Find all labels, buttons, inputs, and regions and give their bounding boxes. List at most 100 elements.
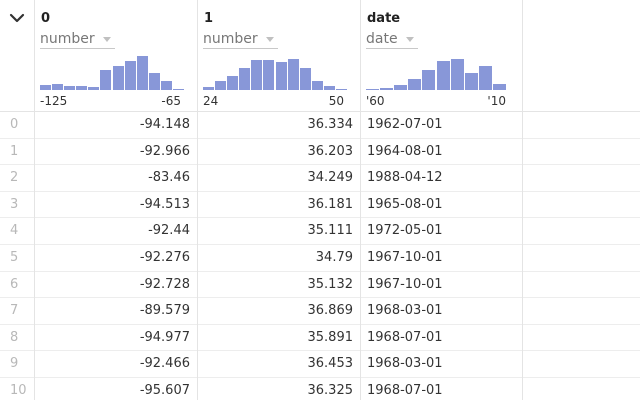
cell-0[interactable]: -94.977 bbox=[139, 329, 190, 345]
histogram-bar bbox=[380, 88, 394, 90]
caret-down-icon bbox=[405, 37, 414, 42]
cell-date[interactable]: 1962-07-01 bbox=[367, 117, 443, 132]
cell-date[interactable]: 1988-04-12 bbox=[367, 170, 443, 186]
cell-1[interactable]: 36.203 bbox=[307, 143, 354, 159]
cell-date[interactable]: 1968-03-01 bbox=[367, 356, 443, 372]
histogram-bar bbox=[366, 89, 380, 90]
histogram-bar bbox=[408, 79, 422, 90]
caret-down-icon bbox=[102, 37, 111, 42]
histogram-bar bbox=[251, 60, 263, 90]
column-type-dropdown[interactable]: number bbox=[203, 31, 278, 49]
histogram-bar bbox=[311, 81, 323, 90]
cell-date[interactable]: 1964-08-01 bbox=[367, 143, 443, 159]
histogram-bar bbox=[227, 76, 239, 90]
row-index: 7 bbox=[10, 303, 19, 319]
histogram-bar bbox=[52, 84, 64, 90]
column-histogram bbox=[203, 54, 347, 90]
cell-0[interactable]: -95.607 bbox=[139, 382, 190, 398]
histogram-bar bbox=[335, 89, 347, 90]
cell-0[interactable]: -92.966 bbox=[139, 143, 190, 159]
cell-1[interactable]: 35.132 bbox=[307, 276, 354, 292]
histogram-bar bbox=[124, 61, 136, 90]
cell-0[interactable]: -83.46 bbox=[148, 170, 190, 186]
table-row[interactable]: 4 -92.44 35.111 1972-05-01 bbox=[0, 218, 640, 245]
column-header-0[interactable]: 0 number -125 -65 bbox=[34, 0, 197, 112]
cell-date[interactable]: 1968-07-01 bbox=[367, 329, 443, 345]
column-type-dropdown[interactable]: number bbox=[40, 31, 115, 49]
cell-0[interactable]: -89.579 bbox=[139, 303, 190, 319]
histogram-range-max: 50 bbox=[328, 94, 344, 108]
table-row[interactable]: 7 -89.579 36.869 1968-03-01 bbox=[0, 298, 640, 325]
row-index: 9 bbox=[10, 356, 19, 372]
table-row[interactable]: 9 -92.466 36.453 1968-03-01 bbox=[0, 351, 640, 378]
row-index: 8 bbox=[10, 329, 19, 345]
table-row[interactable]: 1 -92.966 36.203 1964-08-01 bbox=[0, 139, 640, 166]
table-body: 0 -94.148 36.334 1962-07-01 1 -92.966 36.203 19… bbox=[0, 112, 640, 400]
histogram-bar bbox=[100, 70, 112, 90]
row-index: 2 bbox=[10, 170, 19, 186]
cell-1[interactable]: 36.325 bbox=[307, 382, 354, 398]
column-header-date[interactable]: date date '60 '10 bbox=[360, 0, 522, 112]
cell-date[interactable]: 1967-10-01 bbox=[367, 276, 443, 292]
cell-1[interactable]: 34.79 bbox=[315, 249, 353, 265]
chevron-down-icon[interactable] bbox=[9, 12, 25, 24]
table-row[interactable]: 3 -94.513 36.181 1965-08-01 bbox=[0, 192, 640, 219]
cell-0[interactable]: -94.148 bbox=[139, 117, 190, 132]
cell-0[interactable]: -92.276 bbox=[139, 249, 190, 265]
cell-1[interactable]: 35.111 bbox=[307, 223, 354, 239]
column-name: 1 bbox=[204, 11, 214, 26]
histogram-bar bbox=[40, 85, 52, 90]
histogram-bar bbox=[215, 81, 227, 90]
histogram-range-min: -125 bbox=[40, 94, 68, 108]
caret-down-icon bbox=[265, 37, 274, 42]
cell-date[interactable]: 1967-10-01 bbox=[367, 249, 443, 265]
cell-1[interactable]: 34.249 bbox=[307, 170, 354, 186]
header-corner[interactable] bbox=[0, 0, 34, 112]
column-histogram bbox=[40, 54, 184, 90]
table-row[interactable]: 6 -92.728 35.132 1967-10-01 bbox=[0, 272, 640, 299]
histogram-bar bbox=[64, 86, 76, 90]
column-divider[interactable] bbox=[197, 0, 198, 400]
cell-date[interactable]: 1965-08-01 bbox=[367, 196, 443, 212]
row-index: 6 bbox=[10, 276, 19, 292]
column-header-1[interactable]: 1 number 24 50 bbox=[197, 0, 360, 112]
histogram-bar bbox=[148, 73, 160, 90]
cell-0[interactable]: -92.728 bbox=[139, 276, 190, 292]
histogram-bar bbox=[160, 81, 172, 90]
histogram-bar bbox=[287, 59, 299, 90]
histogram-bar bbox=[112, 66, 124, 90]
table-row[interactable]: 8 -94.977 35.891 1968-07-01 bbox=[0, 325, 640, 352]
cell-1[interactable]: 35.891 bbox=[307, 329, 354, 345]
column-divider[interactable] bbox=[360, 0, 361, 400]
column-divider[interactable] bbox=[522, 0, 523, 400]
cell-1[interactable]: 36.453 bbox=[307, 356, 354, 372]
table-row[interactable]: 0 -94.148 36.334 1962-07-01 bbox=[0, 112, 640, 139]
histogram-bar bbox=[203, 87, 215, 90]
cell-date[interactable]: 1968-07-01 bbox=[367, 382, 443, 398]
column-name: date bbox=[367, 11, 401, 26]
cell-1[interactable]: 36.869 bbox=[307, 303, 354, 319]
row-index: 4 bbox=[10, 223, 19, 239]
histogram-bar bbox=[450, 59, 464, 90]
table-row[interactable]: 10 -95.607 36.325 1968-07-01 bbox=[0, 378, 640, 400]
column-type-label: date bbox=[366, 31, 398, 47]
histogram-bar bbox=[492, 84, 506, 90]
histogram-range-max: '10 bbox=[487, 94, 506, 108]
table-row[interactable]: 5 -92.276 34.79 1967-10-01 bbox=[0, 245, 640, 272]
column-type-dropdown[interactable]: date bbox=[366, 31, 418, 49]
cell-date[interactable]: 1968-03-01 bbox=[367, 303, 443, 319]
histogram-bar bbox=[88, 87, 100, 90]
cell-0[interactable]: -92.44 bbox=[148, 223, 190, 239]
column-histogram bbox=[366, 54, 506, 90]
histogram-bar bbox=[172, 89, 184, 90]
histogram-bar bbox=[394, 85, 408, 90]
row-index: 5 bbox=[10, 249, 19, 265]
cell-1[interactable]: 36.334 bbox=[307, 117, 354, 132]
cell-date[interactable]: 1972-05-01 bbox=[367, 223, 443, 239]
cell-1[interactable]: 36.181 bbox=[307, 196, 354, 212]
column-type-label: number bbox=[203, 31, 258, 47]
cell-0[interactable]: -94.513 bbox=[139, 196, 190, 212]
cell-0[interactable]: -92.466 bbox=[139, 356, 190, 372]
table-row[interactable]: 2 -83.46 34.249 1988-04-12 bbox=[0, 165, 640, 192]
